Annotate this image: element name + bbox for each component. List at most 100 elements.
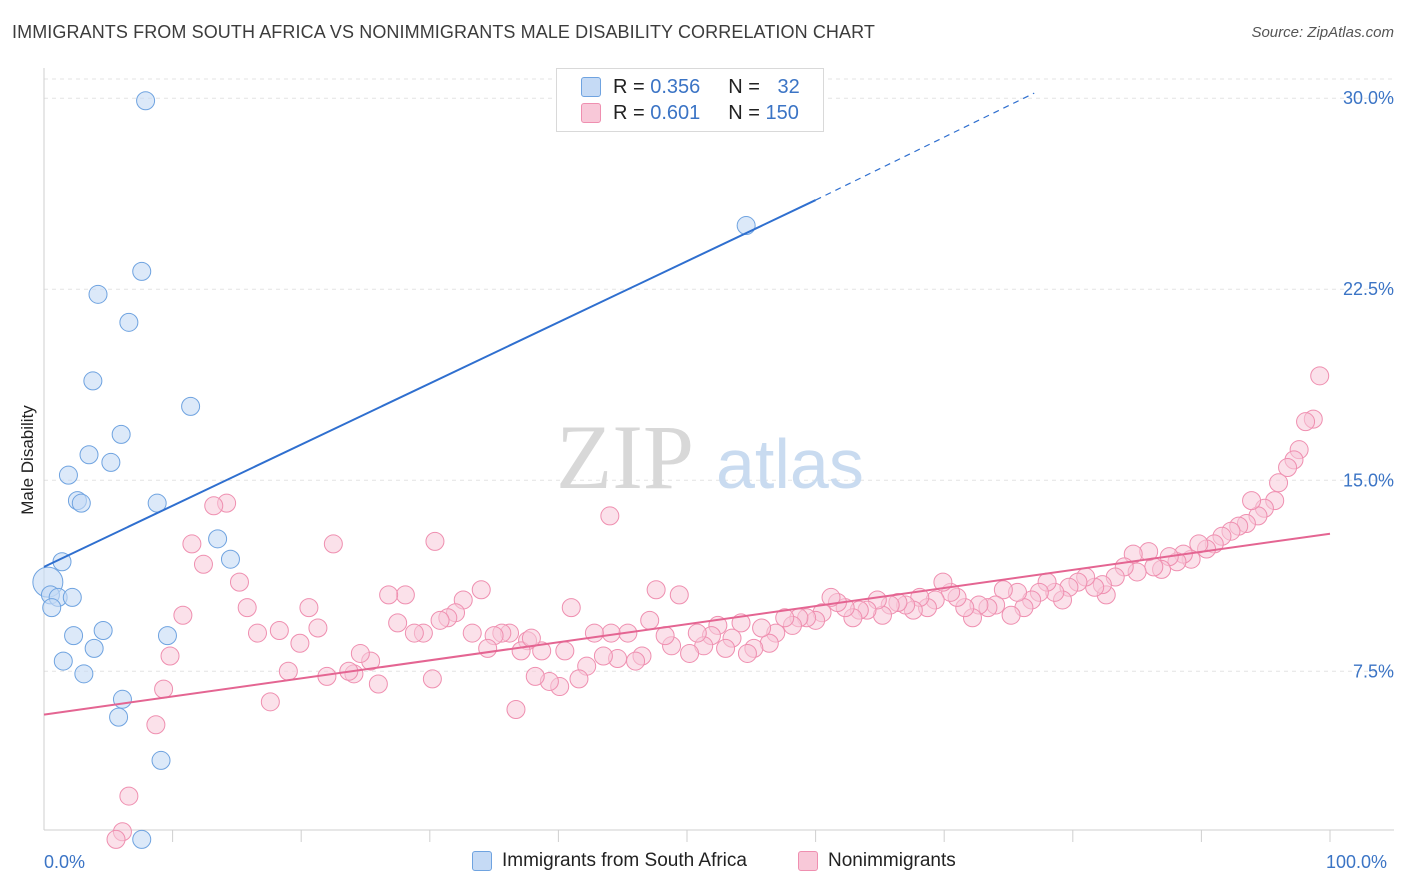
data-point-nonimmigrants [247, 623, 267, 643]
data-point-nonimmigrants [478, 638, 498, 658]
data-point-nonimmigrants [119, 786, 139, 806]
legend-r-value: 0.601 [650, 101, 701, 124]
data-point-nonimmigrants [525, 666, 545, 686]
data-point-nonimmigrants [422, 669, 442, 689]
legend-r-label: R = [613, 75, 651, 98]
data-point-nonimmigrants [106, 829, 126, 849]
chart-title: IMMIGRANTS FROM SOUTH AFRICA VS NONIMMIG… [12, 22, 875, 42]
data-point-nonimmigrants [680, 643, 700, 663]
data-point-nonimmigrants [1269, 473, 1289, 493]
data-point-nonimmigrants [160, 646, 180, 666]
y-tick-label: 7.5% [1353, 661, 1394, 681]
y-tick-label: 22.5% [1343, 279, 1394, 299]
data-point-nonimmigrants [626, 651, 646, 671]
data-point-nonimmigrants [278, 661, 298, 681]
legend-row-pink: R = 0.601 N = 150 [581, 101, 799, 125]
data-point-nonimmigrants [299, 598, 319, 618]
data-point-nonimmigrants [775, 608, 795, 628]
data-point-immigrants [62, 587, 82, 607]
legend-swatch-blue [472, 851, 492, 871]
watermark-atlas: atlas [716, 425, 864, 503]
legend-item-nonimmigrants[interactable]: Nonimmigrants [798, 850, 956, 872]
data-point-immigrants [42, 598, 62, 618]
data-point-nonimmigrants [146, 715, 166, 735]
data-point-nonimmigrants [640, 610, 660, 630]
legend-r-value: 0.356 [650, 75, 701, 98]
data-point-nonimmigrants [350, 643, 370, 663]
data-point-immigrants [208, 529, 228, 549]
legend-item-immigrants[interactable]: Immigrants from South Africa [472, 850, 747, 872]
y-tick-labels: 7.5% 15.0% 22.5% 30.0% [1343, 88, 1394, 681]
source-label: Source: ZipAtlas.com [1251, 24, 1394, 41]
data-point-nonimmigrants [1278, 458, 1298, 478]
data-point-immigrants [132, 261, 152, 281]
data-point-nonimmigrants [323, 534, 343, 554]
data-point-immigrants [84, 638, 104, 658]
data-point-immigrants [132, 829, 152, 849]
data-point-nonimmigrants [561, 598, 581, 618]
legend-n-label: N = [728, 75, 766, 98]
data-point-immigrants [151, 750, 171, 770]
data-point-nonimmigrants [655, 626, 675, 646]
data-point-nonimmigrants [395, 585, 415, 605]
data-point-immigrants [119, 312, 139, 332]
legend-swatch-pink [798, 851, 818, 871]
y-tick-label: 15.0% [1343, 470, 1394, 490]
data-point-nonimmigrants [1242, 491, 1262, 511]
data-point-nonimmigrants [646, 580, 666, 600]
data-point-immigrants [83, 371, 103, 391]
data-point-nonimmigrants [593, 646, 613, 666]
data-point-nonimmigrants [193, 554, 213, 574]
y-tick-label: 30.0% [1343, 88, 1394, 108]
data-point-immigrants [58, 465, 78, 485]
data-point-immigrants [111, 424, 131, 444]
x-tick-left: 0.0% [44, 852, 86, 872]
data-point-nonimmigrants [669, 585, 689, 605]
data-point-immigrants [64, 626, 84, 646]
series-immigrants-south-africa [32, 91, 756, 849]
data-point-immigrants [101, 452, 121, 472]
data-point-nonimmigrants [462, 623, 482, 643]
data-point-immigrants [71, 493, 91, 513]
watermark-zip: ZIP [556, 406, 694, 508]
data-point-nonimmigrants [584, 623, 604, 643]
legend-r-label: R = [613, 101, 651, 124]
data-point-nonimmigrants [532, 641, 552, 661]
data-point-nonimmigrants [308, 618, 328, 638]
data-point-immigrants [157, 626, 177, 646]
data-point-nonimmigrants [404, 623, 424, 643]
legend-n-value: 150 [765, 101, 799, 124]
data-point-nonimmigrants [737, 643, 757, 663]
trend-lines [43, 92, 1331, 716]
watermark: ZIP atlas [556, 406, 864, 508]
data-point-nonimmigrants [173, 605, 193, 625]
data-point-nonimmigrants [1001, 605, 1021, 625]
data-point-nonimmigrants [821, 587, 841, 607]
x-tick-right: 100.0% [1326, 852, 1388, 872]
data-point-immigrants [74, 664, 94, 684]
data-point-immigrants [93, 621, 113, 641]
data-point-nonimmigrants [471, 580, 491, 600]
correlation-legend: R = 0.356 N = 32 R = 0.601 N = 150 [556, 68, 824, 132]
data-point-nonimmigrants [1310, 366, 1330, 386]
data-point-nonimmigrants [229, 572, 249, 592]
data-point-immigrants [112, 689, 132, 709]
data-point-immigrants [53, 651, 73, 671]
data-point-nonimmigrants [368, 674, 388, 694]
data-point-immigrants [736, 216, 756, 236]
legend-label: Immigrants from South Africa [502, 850, 747, 871]
trend-line-nonimmigrants [43, 532, 1331, 716]
data-point-immigrants [79, 445, 99, 465]
data-point-nonimmigrants [269, 621, 289, 641]
legend-label: Nonimmigrants [828, 850, 956, 871]
data-point-immigrants [181, 396, 201, 416]
data-point-nonimmigrants [716, 638, 736, 658]
data-point-nonimmigrants [506, 699, 526, 719]
trend-line-immigrants-extension [815, 92, 1035, 201]
data-point-nonimmigrants [1296, 412, 1316, 432]
data-point-nonimmigrants [430, 610, 450, 630]
series-nonimmigrants [106, 366, 1330, 849]
data-point-nonimmigrants [521, 628, 541, 648]
data-point-nonimmigrants [752, 618, 772, 638]
